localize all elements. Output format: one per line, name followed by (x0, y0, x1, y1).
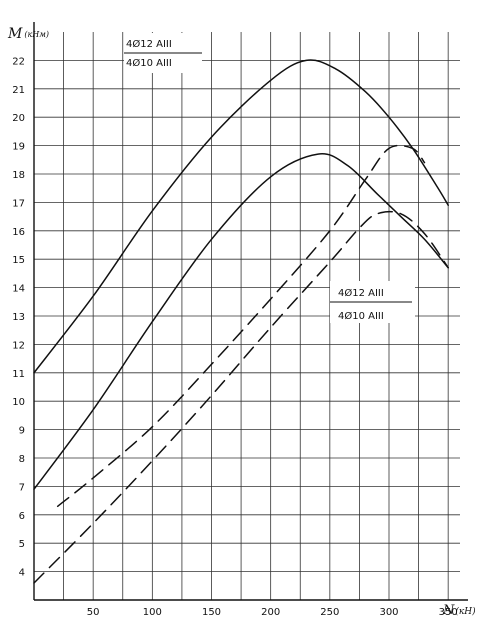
x-tick-label: 350 (439, 607, 458, 618)
y-tick-label: 11 (12, 369, 25, 380)
y-tick-label: 16 (12, 227, 25, 238)
legend-mid-entry-1: 4Ø12 AIII (338, 287, 384, 299)
y-tick-label: 8 (19, 454, 25, 465)
dashed-curve-4 (33, 210, 449, 584)
y-tick-label: 12 (12, 340, 25, 351)
legend-top-left: 4Ø12 AIII 4Ø10 AIII (124, 33, 202, 73)
dashed-curve-3 (56, 144, 426, 508)
y-tick-label: 13 (12, 312, 25, 323)
x-axis-label: N(кН) (442, 603, 476, 618)
legend-top-entry-2: 4Ø10 AIII (126, 57, 172, 69)
x-tick-label: 250 (320, 607, 339, 618)
y-tick-label: 19 (12, 142, 25, 153)
x-tick-label: 200 (261, 607, 280, 618)
y-tick-label: 5 (19, 539, 25, 550)
y-tick-label: 15 (12, 255, 25, 266)
y-tick-label: 9 (19, 426, 25, 437)
axes (33, 22, 468, 601)
y-tick-label: 17 (12, 198, 25, 209)
y-tick-label: 4 (19, 568, 25, 579)
y-tick-label: 18 (12, 170, 25, 181)
series-lines (33, 59, 449, 584)
y-tick-label: 6 (19, 511, 25, 522)
tick-labels: 4 5 6 7 8 9 10 11 12 13 14 15 16 17 18 19 20 21 22 50 100 150… (12, 56, 457, 618)
legend-top-entry-1: 4Ø12 AIII (126, 38, 172, 50)
y-tick-label: 22 (12, 56, 25, 67)
y-tick-label: 10 (12, 397, 25, 408)
y-tick-label: 14 (12, 284, 25, 295)
y-tick-label: 7 (19, 482, 25, 493)
x-tick-label: 150 (202, 607, 221, 618)
x-tick-label: 300 (379, 607, 398, 618)
solid-curve-2 (33, 153, 449, 490)
legend-mid-entry-2: 4Ø10 AIII (338, 310, 384, 322)
y-tick-label: 21 (12, 85, 25, 96)
y-tick-label: 20 (12, 113, 25, 124)
legend-middle-right: 4Ø12 AIII 4Ø10 AIII (330, 281, 415, 323)
grid (34, 32, 460, 600)
y-axis-label: M (кНм) (7, 26, 49, 42)
x-tick-label: 50 (87, 607, 100, 618)
x-tick-label: 100 (143, 607, 162, 618)
